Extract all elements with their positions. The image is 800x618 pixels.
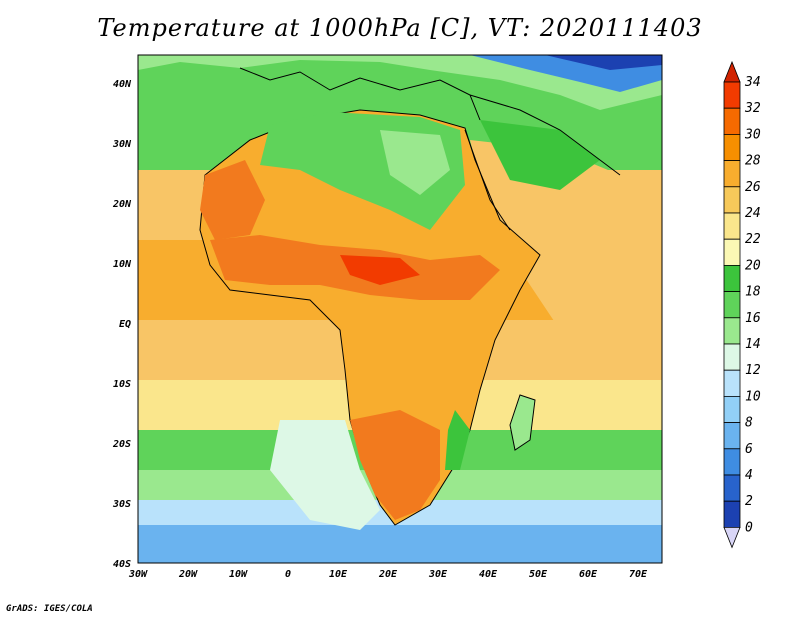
chart-title: Temperature at 1000hPa [C], VT: 20201114… [97, 14, 703, 42]
colorbar-segment [723, 500, 741, 528]
lat-label: 20N [112, 199, 132, 210]
central-asia-coldest-zone [545, 55, 662, 70]
colorbar-segment [723, 238, 741, 266]
middle-east-coastline [469, 94, 621, 176]
colorbar-segment [723, 422, 741, 450]
colorbar-segment [723, 133, 741, 161]
west-africa-hot-zone [200, 160, 265, 240]
lat-label: 10S [113, 379, 131, 390]
colorbar-label: 16 [745, 311, 761, 326]
lon-label: 0 [285, 569, 291, 580]
lon-label: 10E [329, 569, 348, 580]
colorbar-segment [723, 317, 741, 345]
colorbar-segment [723, 448, 741, 476]
credit-text: GrADS: IGES/COLA [6, 604, 93, 614]
colorbar-segment [723, 369, 741, 397]
colorbar-label: 6 [745, 442, 753, 457]
lon-label: 20W [178, 569, 198, 580]
colorbar-label: 22 [745, 232, 761, 247]
colorbar-segment [723, 186, 741, 214]
colorbar-label: 10 [745, 389, 761, 404]
colorbar-label: 4 [745, 468, 753, 483]
lat-label: 20S [112, 439, 131, 450]
colorbar-segment [723, 474, 741, 502]
mozambique-coast-zone [445, 410, 470, 470]
colorbar-segment [723, 81, 741, 109]
colorbar-label: 30 [744, 127, 761, 142]
arabian-sea-zone [470, 140, 662, 330]
colorbar-segment [723, 107, 741, 135]
colorbar-label: 2 [745, 494, 753, 509]
colorbar-label: 28 [745, 154, 761, 169]
lat-label: 30S [112, 499, 131, 510]
latitude-axis: 40N 30N 20N 10N EQ 10S 20S 30S 40S [112, 79, 132, 570]
lat-label: EQ [119, 319, 131, 330]
lon-label: 10W [229, 569, 248, 580]
europe-coastline [239, 67, 481, 121]
colorbar-segment [723, 291, 741, 319]
colorbar-bottom-arrow [723, 527, 741, 549]
colorbar-segment [723, 160, 741, 188]
benguela-cool-zone [270, 420, 380, 530]
colorbar-top-arrow [723, 60, 741, 83]
red-sea-coastline [464, 129, 511, 231]
longitude-axis: 30W 20W 10W 0 10E 20E 30E 40E 50E 60E 70… [128, 569, 648, 580]
lon-label: 40E [479, 569, 498, 580]
colorbar-label: 0 [745, 520, 753, 535]
plot-border [137, 54, 663, 564]
colorbar-label: 8 [745, 416, 753, 431]
lon-label: 60E [579, 569, 598, 580]
colorbar-label: 24 [745, 206, 761, 221]
colorbar-segment [723, 212, 741, 240]
colorbar-label: 20 [745, 258, 761, 273]
map-plot-area [138, 55, 662, 563]
lon-label: 70E [629, 569, 648, 580]
lat-label: 40S [113, 559, 131, 570]
sahel-hottest-zone [340, 255, 420, 285]
egypt-cool-zone [380, 130, 450, 195]
colorbar-label: 12 [745, 363, 761, 378]
lon-label: 30W [128, 569, 148, 580]
colorbar-segment [723, 395, 741, 423]
colorbar-label: 26 [745, 180, 761, 195]
colorbar-label: 18 [745, 285, 761, 300]
south-blue-band [138, 525, 662, 563]
lat-label: 10N [113, 259, 132, 270]
colorbar-segment [723, 343, 741, 371]
colorbar-label: 14 [745, 337, 761, 352]
colorbar-label: 32 [744, 101, 761, 116]
colorbar-segment [723, 264, 741, 292]
lon-label: 20E [378, 569, 398, 580]
lat-label: 30N [112, 139, 132, 150]
madagascar [509, 394, 536, 451]
lat-label: 40N [113, 79, 132, 90]
lon-label: 30E [428, 569, 448, 580]
colorbar-label: 34 [744, 75, 761, 90]
lon-label: 50E [529, 569, 548, 580]
southern-africa-hot-zone [350, 410, 440, 520]
